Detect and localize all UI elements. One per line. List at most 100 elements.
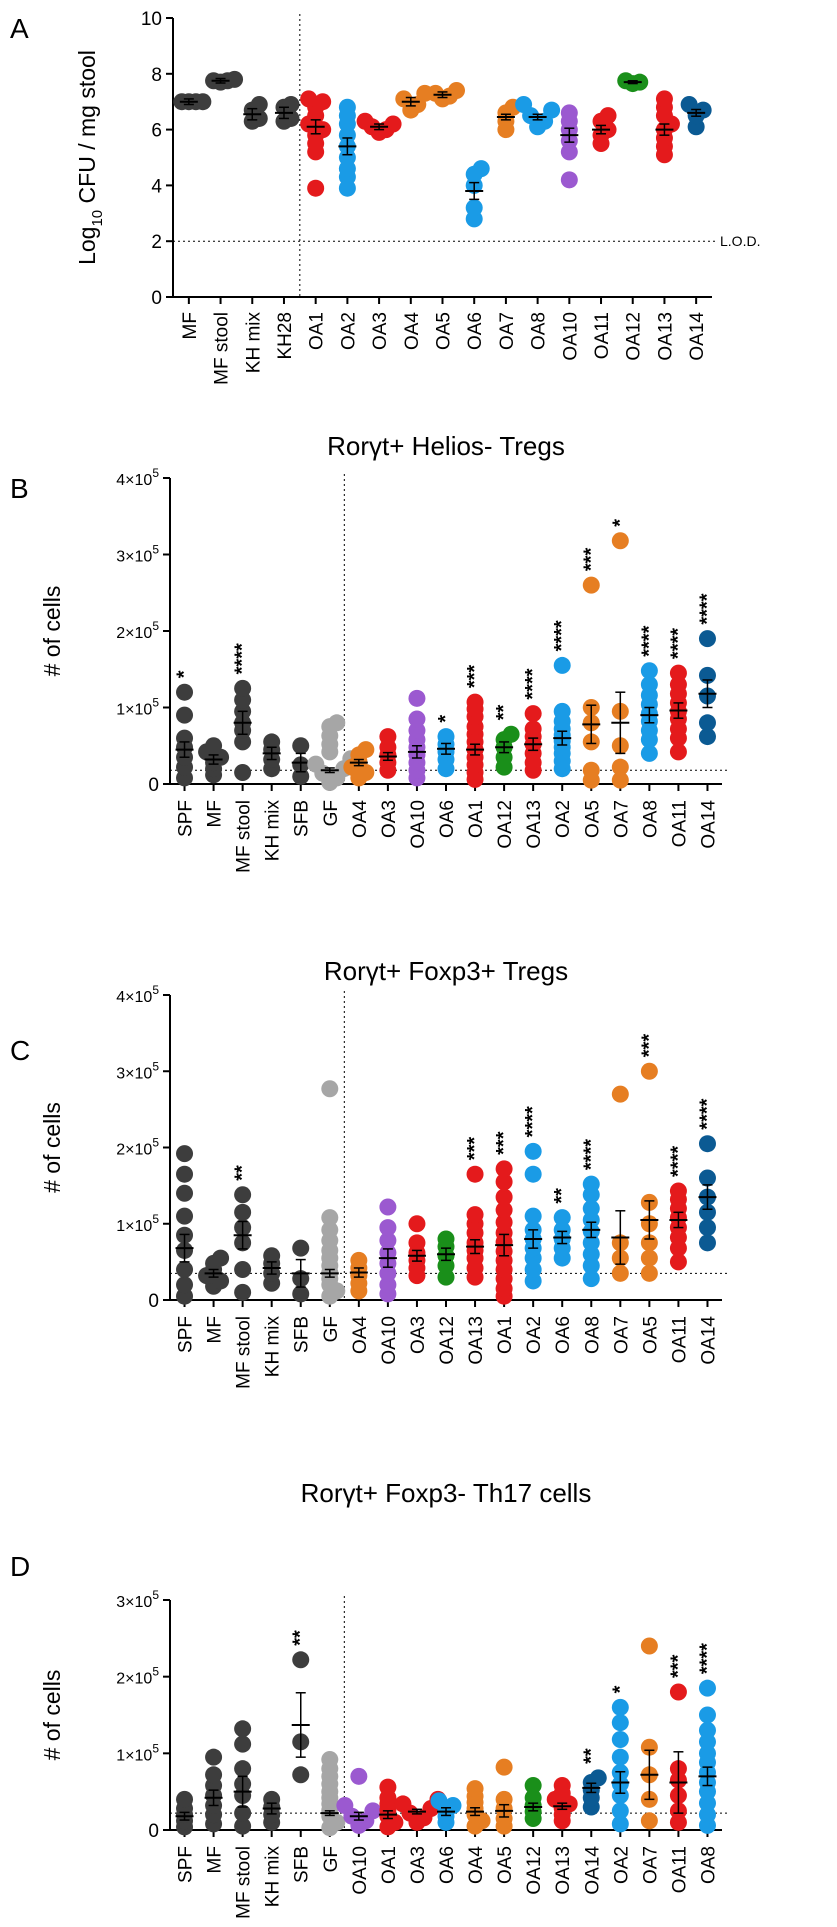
- y-tick-label-base: 2×10: [116, 625, 152, 642]
- data-point: [205, 1748, 223, 1766]
- category-label: MF stool: [212, 312, 233, 385]
- significance-stars: **: [551, 1188, 573, 1204]
- y-tick-label-base: 3×10: [116, 1594, 152, 1611]
- category-label: OA1: [379, 1846, 400, 1884]
- data-point: [395, 90, 413, 108]
- y-tick-label: 4×105: [116, 983, 159, 1006]
- data-point: [379, 1778, 397, 1796]
- data-point: [495, 1160, 513, 1178]
- y-tick-label-base: 4×10: [116, 989, 152, 1006]
- data-point: [465, 199, 483, 217]
- category-label: OA7: [611, 800, 632, 838]
- data-point: [611, 758, 629, 776]
- category-label: GF: [321, 1316, 342, 1342]
- data-point: [472, 160, 490, 178]
- category-label: OA2: [524, 1316, 545, 1354]
- data-point: [640, 744, 658, 762]
- category-label: OA14: [687, 312, 708, 361]
- data-point: [357, 741, 375, 759]
- data-point: [328, 714, 346, 732]
- data-point: [176, 1261, 194, 1278]
- category-label: OA2: [338, 312, 359, 350]
- category-label: OA5: [640, 1316, 661, 1354]
- data-point: [698, 1679, 716, 1697]
- significance-stars: ***: [667, 1654, 689, 1678]
- significance-stars: *: [174, 670, 196, 678]
- category-label: SFB: [292, 1316, 313, 1353]
- category-label: OA6: [437, 800, 458, 838]
- y-axis-label-suffix: CFU / mg stool: [74, 50, 100, 210]
- y-tick-label: 3×105: [116, 1059, 159, 1082]
- significance-stars: ****: [696, 1643, 718, 1674]
- category-label: OA5: [434, 312, 455, 350]
- category-label: OA5: [582, 800, 603, 838]
- y-axis-label-text: # of cells: [39, 1670, 65, 1761]
- category-label: OA14: [582, 1846, 603, 1895]
- category-label: SPF: [176, 1846, 197, 1883]
- category-label: OA6: [553, 1316, 574, 1354]
- data-point: [524, 1207, 542, 1225]
- data-point: [589, 1769, 607, 1787]
- y-tick-label: 3×105: [116, 1588, 159, 1611]
- category-label: OA12: [437, 1316, 458, 1365]
- data-point: [515, 95, 533, 113]
- data-point: [698, 1203, 716, 1221]
- y-tick-label: 2: [151, 232, 162, 253]
- category-label: OA8: [582, 1316, 603, 1354]
- category-label: SFB: [292, 1846, 313, 1883]
- reference-line-label: L.O.D.: [720, 233, 760, 249]
- y-tick-label-base: 4×10: [116, 472, 152, 489]
- data-point: [698, 1706, 716, 1724]
- data-point: [212, 1249, 230, 1267]
- data-point: [495, 1201, 513, 1219]
- data-point: [640, 662, 658, 680]
- data-point: [640, 1637, 658, 1655]
- data-point: [698, 1234, 716, 1252]
- data-point: [553, 1777, 571, 1795]
- data-point: [379, 1219, 397, 1237]
- category-label: OA1: [466, 800, 487, 838]
- data-point: [350, 1767, 368, 1785]
- category-label: OA10: [408, 800, 429, 849]
- data-point: [336, 1796, 354, 1814]
- category-label: OA13: [553, 1846, 574, 1895]
- panel-letter: D: [10, 1551, 30, 1582]
- data-point: [176, 1276, 194, 1294]
- data-point: [292, 1285, 310, 1303]
- data-point: [553, 1221, 571, 1239]
- data-point: [524, 720, 542, 738]
- significance-stars: **: [580, 1748, 602, 1764]
- data-point: [524, 1142, 542, 1160]
- category-label: OA1: [307, 312, 328, 350]
- data-point: [669, 1253, 687, 1271]
- data-point: [263, 1247, 281, 1265]
- category-label: OA10: [350, 1846, 371, 1895]
- data-point: [176, 706, 194, 724]
- category-label: OA7: [497, 312, 518, 350]
- data-point: [698, 714, 716, 732]
- data-point: [669, 1182, 687, 1200]
- category-label: MF stool: [234, 800, 255, 873]
- data-point: [495, 1790, 513, 1808]
- y-tick-label-base: 1×10: [116, 1218, 152, 1235]
- data-point: [408, 1215, 426, 1233]
- data-point: [553, 702, 571, 720]
- data-point: [582, 576, 600, 594]
- category-label: OA6: [465, 312, 486, 350]
- data-point: [356, 112, 374, 130]
- y-tick-label: 0: [148, 1821, 159, 1842]
- y-tick-label: 0: [148, 1291, 159, 1312]
- category-label: OA1: [495, 1316, 516, 1354]
- data-point: [234, 1261, 252, 1278]
- data-point: [611, 1802, 629, 1820]
- data-point: [307, 755, 325, 773]
- category-label: OA12: [524, 1846, 545, 1895]
- category-label: OA11: [592, 312, 613, 359]
- data-point: [694, 101, 712, 119]
- data-point: [176, 1145, 194, 1163]
- category-label: GF: [321, 800, 342, 826]
- data-point: [234, 1720, 252, 1738]
- significance-stars: *: [609, 1685, 631, 1693]
- data-point: [611, 1698, 629, 1716]
